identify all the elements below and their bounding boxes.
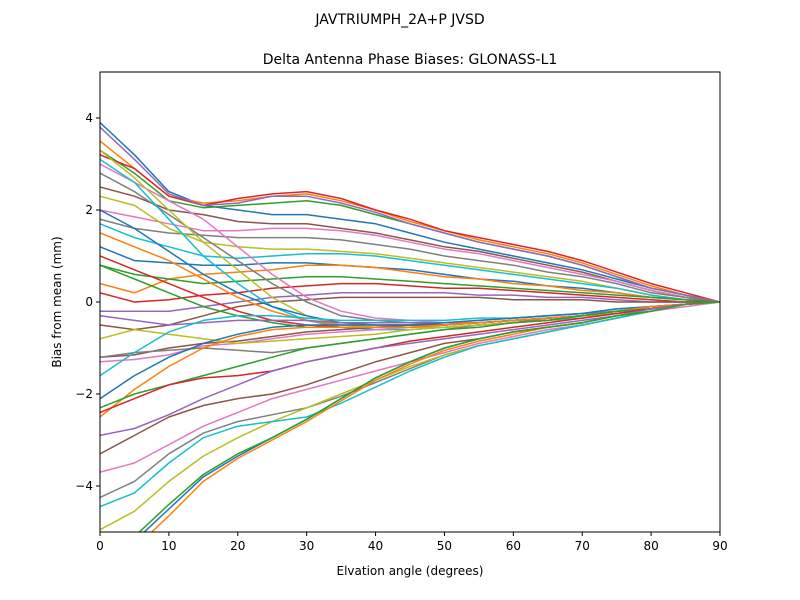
axis-ticks: 0 10 20 30 40 50 60 70 80 90 −4 −2 0 2 4 bbox=[75, 111, 727, 553]
series-line-13 bbox=[100, 264, 720, 303]
x-axis-label: Elvation angle (degrees) bbox=[337, 564, 484, 578]
series-line-14 bbox=[100, 282, 720, 303]
series-line-40 bbox=[100, 301, 720, 508]
series-line-8 bbox=[100, 218, 720, 303]
x-tick-label: 10 bbox=[161, 539, 176, 553]
series-line-43 bbox=[138, 301, 720, 532]
series-line-16 bbox=[100, 296, 720, 331]
x-tick-label: 80 bbox=[643, 539, 658, 553]
series-line-5 bbox=[100, 126, 720, 303]
y-tick-label: −4 bbox=[75, 479, 93, 493]
y-tick-label: −2 bbox=[75, 387, 93, 401]
plot-frame bbox=[99, 71, 721, 533]
y-tick-label: 0 bbox=[85, 295, 93, 309]
x-tick-label: 70 bbox=[575, 539, 590, 553]
series-line-31 bbox=[100, 301, 720, 400]
series-line-33 bbox=[100, 301, 720, 409]
x-tick-label: 30 bbox=[299, 539, 314, 553]
series-line-7 bbox=[100, 209, 720, 303]
series-line-2 bbox=[100, 140, 720, 303]
x-tick-label: 50 bbox=[437, 539, 452, 553]
y-tick-label: 4 bbox=[85, 111, 93, 125]
y-axis-label: Bias from mean (mm) bbox=[50, 236, 64, 367]
x-tick-label: 40 bbox=[368, 539, 383, 553]
chart-title: Delta Antenna Phase Biases: GLONASS-L1 bbox=[263, 52, 558, 68]
x-tick-label: 90 bbox=[712, 539, 727, 553]
series-line-34 bbox=[100, 301, 720, 414]
series-layer bbox=[100, 122, 720, 532]
y-tick-label: 2 bbox=[85, 203, 93, 217]
x-tick-label: 20 bbox=[230, 539, 245, 553]
x-tick-label: 60 bbox=[506, 539, 521, 553]
figure-suptitle: JAVTRIUMPH_2A+P JVSD bbox=[314, 12, 484, 28]
x-tick-label: 0 bbox=[96, 539, 104, 553]
